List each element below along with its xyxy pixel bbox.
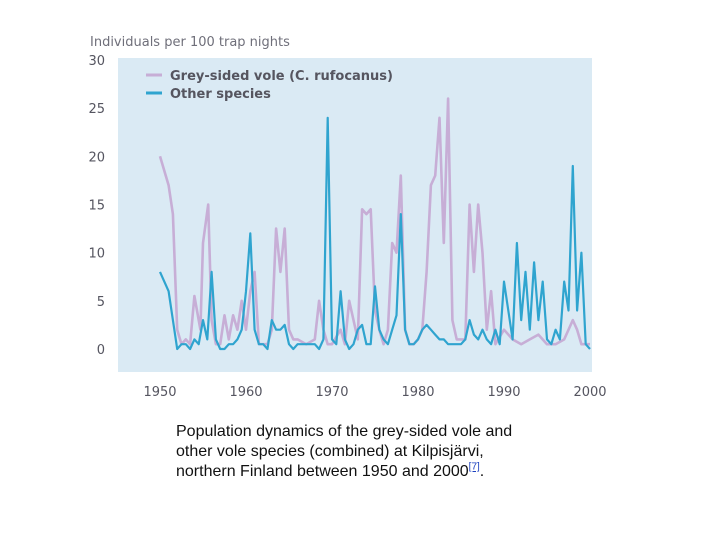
y-axis-title: Individuals per 100 trap nights: [90, 35, 290, 50]
series-line-grey-sided-vole: [158, 97, 590, 346]
caption-end: .: [479, 463, 485, 480]
y-tick-label: 25: [88, 102, 105, 117]
x-tick-label: 1990: [487, 385, 520, 400]
caption-text: Population dynamics of the grey-sided vo…: [176, 423, 513, 480]
legend-label-other-species: Other species: [170, 87, 271, 102]
y-tick-label: 0: [97, 343, 105, 358]
legend: Grey-sided vole (C. rufocanus) Other spe…: [146, 69, 393, 102]
citation-link[interactable]: [7]: [468, 461, 480, 473]
x-tick-label: 1960: [229, 385, 262, 400]
x-tick-label: 1970: [315, 385, 348, 400]
y-tick-label: 15: [88, 199, 105, 214]
series-line-other-species: [158, 116, 591, 351]
x-tick-label: 1980: [401, 385, 434, 400]
y-tick-label: 30: [88, 54, 105, 69]
series-lines: [158, 97, 591, 351]
legend-label-grey-sided-vole: Grey-sided vole (C. rufocanus): [170, 69, 393, 84]
y-tick-label: 10: [88, 247, 105, 262]
x-tick-label: 1950: [143, 385, 176, 400]
x-axis-ticks: 1950 1960 1970 1980 1990 2000: [143, 385, 606, 400]
y-axis-ticks: 0 5 10 15 20 25 30: [88, 54, 105, 358]
y-tick-label: 5: [97, 295, 105, 310]
figure-caption: Population dynamics of the grey-sided vo…: [176, 422, 546, 482]
x-tick-label: 2000: [573, 385, 606, 400]
y-tick-label: 20: [88, 150, 105, 165]
